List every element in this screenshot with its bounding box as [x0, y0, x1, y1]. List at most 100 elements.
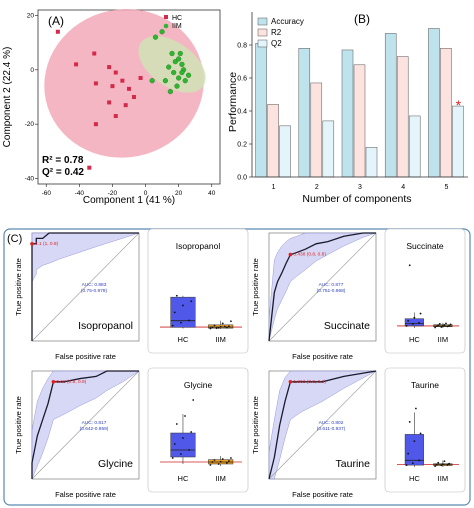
box-title: Isopropanol	[176, 241, 221, 251]
iim-sample-point	[166, 64, 172, 70]
box-title: Succinate	[406, 241, 444, 251]
sample-dot	[415, 407, 417, 410]
sample-dot	[188, 449, 191, 451]
iim-sample-point	[176, 75, 182, 81]
hc-sample-point	[87, 165, 92, 170]
roc-confidence-band	[268, 232, 377, 342]
sample-dot	[209, 327, 212, 330]
iim-sample-point	[159, 29, 165, 35]
hc-sample-point	[92, 51, 97, 56]
roc-y-axis-label: True positive rate	[251, 396, 260, 454]
legend-r2-swatch	[257, 28, 268, 37]
legend-q2-swatch	[257, 39, 268, 48]
scatter-x-axis-label: Component 1 (41 %)	[83, 195, 175, 206]
x-tick-label: 40	[208, 190, 216, 197]
iim-sample-point	[167, 88, 173, 95]
roc-curve	[268, 232, 376, 342]
sample-dot	[440, 326, 443, 328]
bar-q2-2	[322, 120, 335, 178]
roc-cutoff-point	[288, 252, 293, 257]
legend-accuracy-label: Accuracy	[271, 17, 304, 26]
sample-dot	[227, 325, 230, 328]
hc-sample-point	[131, 95, 136, 99]
sample-dot	[434, 465, 437, 467]
sample-dot	[418, 321, 420, 324]
sample-dot	[225, 462, 228, 464]
roc-metabolite-name: Glycine	[98, 458, 133, 470]
sample-dot	[437, 461, 440, 464]
y-tick-label: 0.2	[237, 142, 247, 149]
sample-dot	[446, 464, 449, 466]
bar-accuracy-4	[384, 33, 397, 178]
iim-sample-point	[176, 56, 182, 62]
sample-dot	[223, 325, 226, 328]
x-tick-label: -60	[42, 190, 52, 197]
sample-dot	[175, 294, 178, 297]
y-tick-label: 0.8	[237, 43, 247, 50]
sample-dot	[190, 431, 193, 433]
bar-q2-5	[452, 105, 464, 178]
roc-cutoff-label: 0.69 (0.8, 0.9)	[56, 379, 86, 385]
legend-iim-label: IIM	[172, 23, 182, 30]
bar-q2-4	[408, 115, 421, 178]
x-tick-label: 1	[272, 184, 276, 191]
panel-c: 4.1 (1, 0.9) AUC: 0.883(0.75-0.979) Isopro…	[14, 228, 466, 499]
sample-dot	[173, 311, 176, 314]
x-tick-label: 5	[444, 184, 448, 191]
roc-diagonal	[31, 232, 140, 342]
sample-dot	[445, 322, 447, 325]
roc-confidence-band	[31, 232, 140, 341]
sample-dot	[446, 325, 449, 328]
box-x-label-iim: IIM	[438, 474, 448, 483]
box-panel-taurine: Taurine HC IIM	[384, 367, 466, 493]
roc-ci-text: (0.751-0.968)	[317, 288, 346, 294]
roc-auc-text: AUC: 0.883	[82, 282, 107, 288]
hc-sample-point	[55, 29, 60, 34]
r2-annotation: R² = 0.78	[42, 155, 84, 166]
roc-panel-succinate: 0.438 (0.8, 0.8) AUC: 0.877(0.751-0.968) S…	[251, 232, 377, 361]
legend-iim-marker	[163, 23, 169, 29]
sample-dot	[211, 326, 214, 329]
sample-dot	[184, 415, 186, 417]
sample-dot	[413, 440, 416, 443]
sample-dot	[221, 322, 224, 325]
x-tick-label: -20	[108, 190, 118, 197]
roc-panel-glycine: 0.69 (0.8, 0.9) AUC: 0.817(0.642-0.959) Gl…	[14, 370, 140, 499]
hc-sample-point	[110, 84, 115, 89]
y-tick-label: 0.4	[237, 109, 247, 116]
panel-a: (A) Component 1 (41 %) Component 2 (22.4…	[2, 9, 221, 206]
hc-sample-point	[93, 81, 98, 86]
sample-dot	[413, 316, 416, 319]
bar-accuracy-2	[298, 48, 311, 178]
sample-dot	[437, 324, 440, 327]
sample-dot	[173, 443, 176, 445]
sample-dot	[411, 322, 414, 325]
x-tick-label: 0	[144, 190, 148, 197]
panel-b: 1 2 3 4 5 0.0 0.2 0.4 0.6 0.8 (B) Number of comp…	[227, 12, 468, 205]
x-tick-label: -40	[75, 190, 85, 197]
bar-q2-1	[279, 125, 291, 178]
sample-dot	[188, 319, 191, 322]
sample-dot	[407, 319, 410, 322]
roc-cutoff-point	[51, 380, 56, 384]
box-x-label-hc: HC	[409, 335, 420, 344]
iim-sample-point	[179, 69, 185, 76]
box-x-label-iim: IIM	[215, 335, 225, 344]
hc-sample-point	[93, 122, 98, 127]
iim-sample-point	[152, 34, 159, 40]
hc-sample-point	[74, 62, 79, 67]
sample-dot	[411, 462, 414, 465]
roc-auc-text: AUC: 0.877	[319, 282, 344, 288]
box-x-label-iim: IIM	[215, 474, 225, 483]
bar-q2-3	[365, 147, 378, 178]
sample-dot	[180, 453, 182, 455]
bar-x-axis-label: Number of components	[302, 193, 411, 205]
bar-accuracy-5	[428, 28, 440, 178]
sample-dot	[408, 421, 411, 423]
roc-cutoff-point	[30, 242, 34, 246]
roc-confidence-band	[268, 370, 377, 480]
x-tick-label: 2	[315, 184, 319, 191]
roc-diagonal	[268, 370, 377, 480]
sample-dot	[230, 320, 232, 323]
